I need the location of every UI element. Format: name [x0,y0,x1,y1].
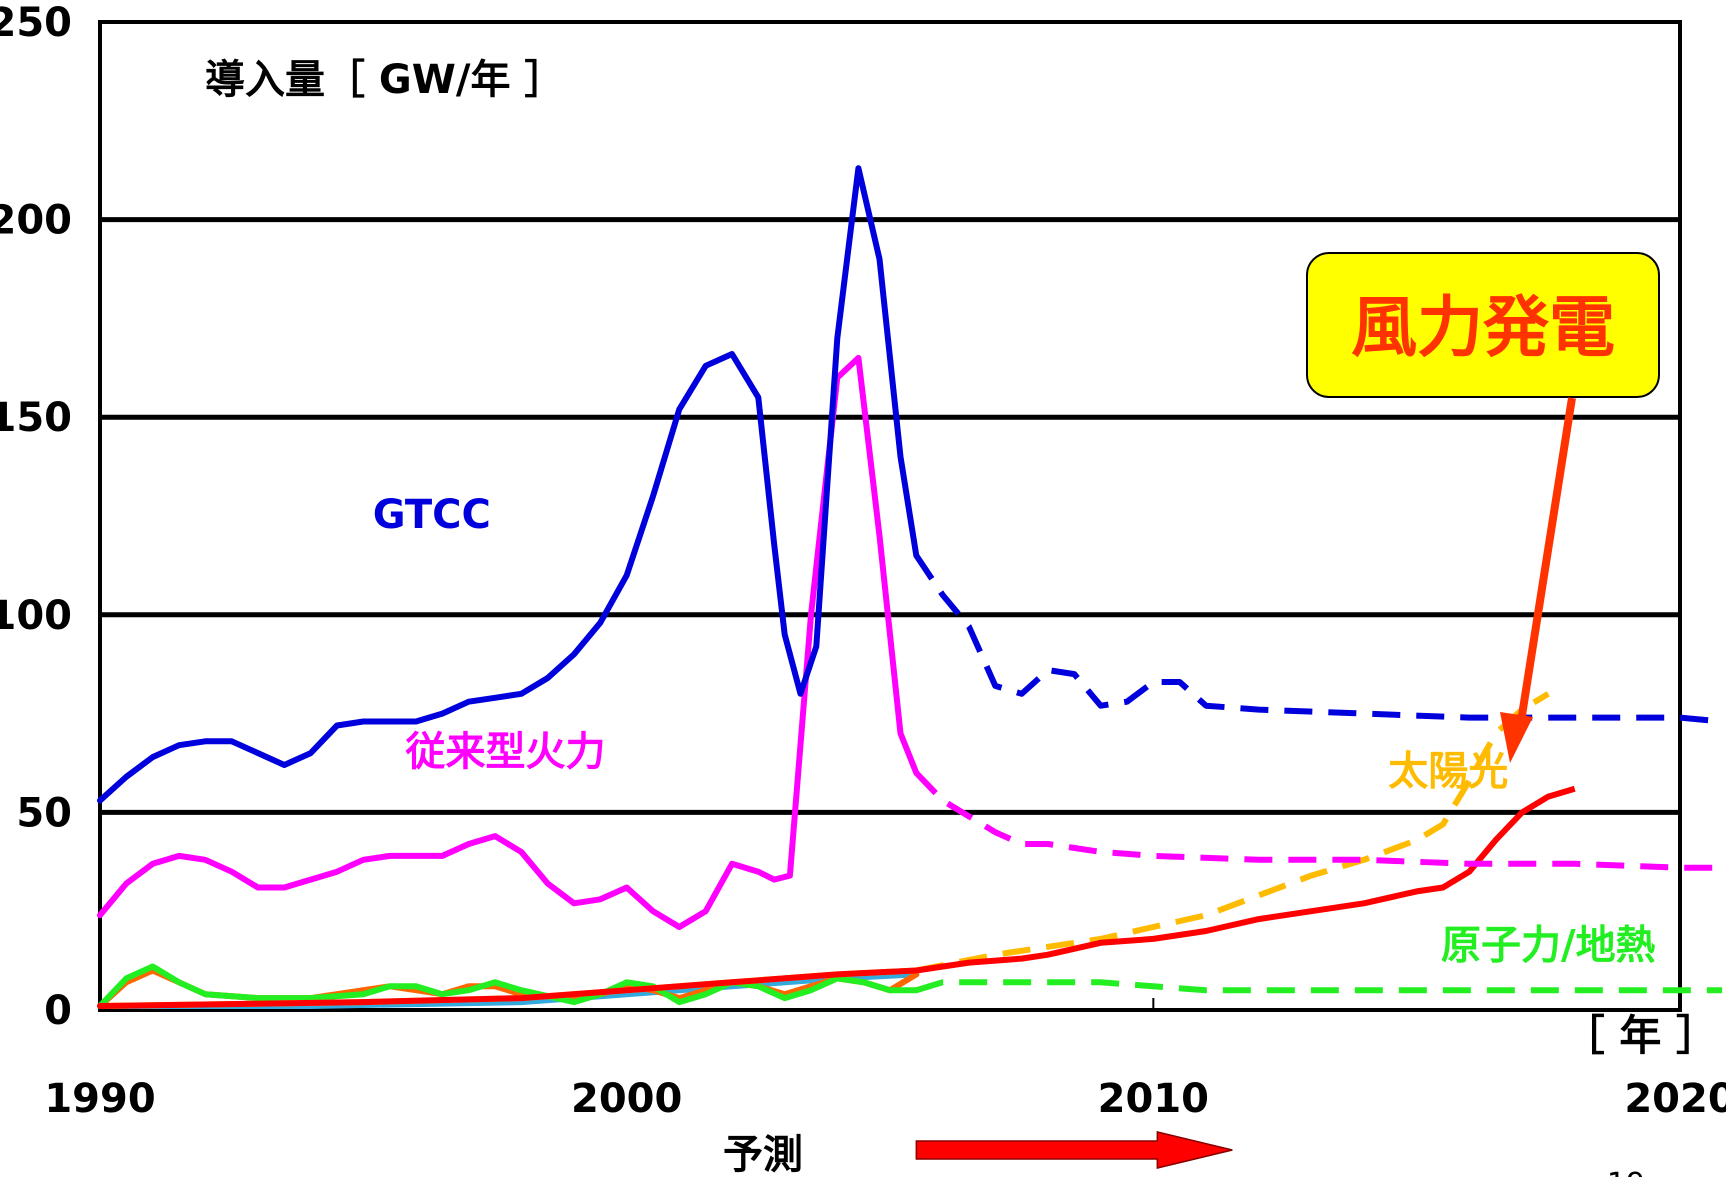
series-4-actual [97,967,920,1009]
series-label: GTCC [373,492,491,538]
forecast-indicator: 予測 [723,1131,1233,1177]
series-0-forecast [913,553,1723,725]
callout-arrow-head [1500,712,1533,763]
y-tick-label: 0 [44,988,72,1034]
y-tick-label: 200 [0,198,72,244]
callout-arrow-shaft [1516,397,1576,729]
x-tick-label: 2020 [1624,1076,1726,1122]
callout-box [1306,252,1660,398]
grid-lines [98,20,1682,1012]
series-label: 従来型火力 [405,729,606,775]
y-tick-label: 50 [16,790,72,836]
forecast-label: 予測 [723,1132,803,1177]
series-4-forecast [915,785,1576,974]
series-2-forecast [915,691,1550,974]
series-1-forecast [914,770,1723,871]
x-tick-label: 1990 [44,1076,155,1122]
series-0-actual [97,165,920,804]
series-label: 太陽光 [1388,749,1508,795]
tick-labels: 0 50 100 150 200 250 1990 2000 2010 2020 [0,0,1726,1122]
y-axis-title: 導入量［ GW/年 ］ [205,57,564,103]
page-number: 19 [1607,1167,1645,1177]
x-axis-unit: ［ 年 ］ [1563,1011,1718,1060]
plot-frame [98,20,1682,1012]
series-lines [97,165,1723,1009]
series-3-forecast [915,979,1723,994]
callout-text: 風力発電 [1351,289,1615,366]
wind-callout: 風力発電 [1306,252,1660,763]
forecast-arrow [915,1131,1233,1169]
series-label: 原子力/地熱 [1441,923,1656,969]
y-tick-label: 250 [0,0,72,46]
x-tick-label: 2000 [571,1076,682,1122]
series-1-actual [97,354,920,930]
x-tick-label: 2010 [1098,1076,1209,1122]
y-tick-label: 100 [0,593,72,639]
y-tick-label: 150 [0,395,72,441]
